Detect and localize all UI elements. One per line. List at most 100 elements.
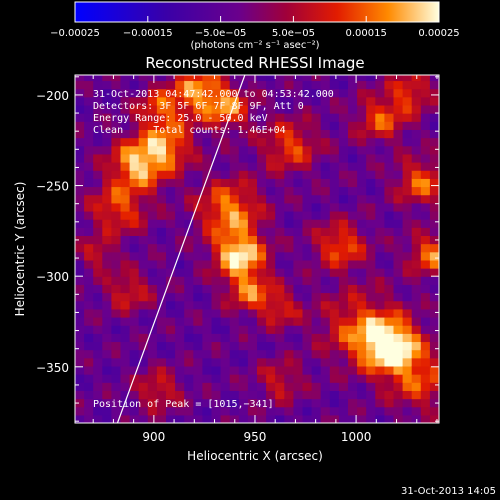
- heatmap-cell: [302, 170, 313, 179]
- heatmap-cell: [93, 406, 103, 416]
- heatmap-cell: [348, 349, 358, 359]
- heatmap-cell: [257, 308, 267, 318]
- heatmap-cell: [311, 284, 322, 294]
- heatmap-cell: [211, 227, 222, 237]
- heatmap-cell: [275, 162, 285, 171]
- heatmap-cell: [229, 292, 240, 302]
- heatmap-cell: [257, 414, 267, 423]
- heatmap-cell: [429, 341, 439, 351]
- heatmap-cell: [111, 341, 122, 351]
- heatmap-cell: [257, 178, 267, 188]
- heatmap-cell: [420, 357, 431, 367]
- heatmap-cell: [411, 121, 422, 130]
- heatmap-cell: [329, 113, 340, 122]
- heatmap-cell: [257, 186, 267, 196]
- heatmap-cell: [348, 300, 358, 310]
- heatmap-cell: [102, 202, 112, 212]
- heatmap-cell: [411, 390, 422, 400]
- heatmap-cell: [229, 243, 240, 253]
- heatmap-cell: [111, 268, 122, 277]
- heatmap-cell: [411, 259, 422, 269]
- heatmap-cell: [147, 104, 158, 114]
- heatmap-cell: [275, 398, 285, 408]
- heatmap-cell: [120, 178, 131, 188]
- heatmap-cell: [357, 268, 367, 277]
- heatmap-cell: [138, 390, 149, 400]
- heatmap-cell: [247, 308, 258, 318]
- heatmap-cell: [329, 333, 340, 343]
- heatmap-cell: [111, 178, 122, 188]
- heatmap-cell: [348, 153, 358, 163]
- heatmap-cell: [156, 406, 167, 416]
- heatmap-cell: [102, 341, 112, 351]
- heatmap-cell: [93, 186, 103, 196]
- heatmap-cell: [357, 292, 367, 302]
- heatmap-cell: [175, 202, 185, 212]
- colorbar-unit-label: (photons cm⁻² s⁻¹ asec⁻²): [190, 40, 319, 51]
- heatmap-cell: [429, 113, 439, 122]
- heatmap-cell: [93, 398, 103, 408]
- heatmap-cell: [338, 243, 349, 253]
- heatmap-cell: [202, 268, 213, 277]
- heatmap-cell: [193, 243, 203, 253]
- heatmap-cell: [357, 251, 367, 261]
- heatmap-cell: [284, 96, 294, 106]
- heatmap-cell: [247, 75, 258, 82]
- heatmap-cell: [93, 276, 103, 285]
- heatmap-cell: [266, 88, 276, 98]
- heatmap-cell: [138, 137, 149, 147]
- heatmap-cell: [138, 382, 149, 391]
- heatmap-cell: [411, 227, 422, 237]
- heatmap-cell: [338, 129, 349, 139]
- heatmap-cell: [102, 170, 112, 179]
- heatmap-cell: [420, 113, 431, 122]
- heatmap-cell: [393, 251, 404, 261]
- x-axis-label: Heliocentric X (arcsec): [187, 449, 323, 463]
- heatmap-cell: [193, 268, 203, 277]
- heatmap-cell: [111, 365, 122, 375]
- heatmap-cell: [384, 357, 395, 367]
- heatmap-cell: [147, 235, 158, 245]
- heatmap-cell: [156, 145, 167, 155]
- heatmap-cell: [357, 374, 367, 383]
- heatmap-cell: [211, 129, 222, 139]
- heatmap-cell: [348, 382, 358, 391]
- heatmap-cell: [320, 235, 331, 245]
- heatmap-cell: [357, 390, 367, 400]
- heatmap-cell: [402, 194, 413, 204]
- heatmap-cell: [102, 210, 112, 220]
- heatmap-cell: [402, 153, 413, 163]
- heatmap-cell: [138, 129, 149, 139]
- heatmap-cell: [166, 75, 176, 82]
- heatmap-cell: [247, 300, 258, 310]
- heatmap-cell: [275, 137, 285, 147]
- heatmap-cell: [238, 300, 249, 310]
- heatmap-cell: [202, 398, 213, 408]
- heatmap-cell: [75, 210, 85, 220]
- peak-position-label: Position of Peak = [1015,−341]: [93, 399, 274, 410]
- heatmap-cell: [429, 365, 439, 375]
- heatmap-cell: [366, 75, 376, 82]
- heatmap-cell: [357, 113, 367, 122]
- heatmap-cell: [184, 292, 194, 302]
- heatmap-cell: [366, 121, 376, 130]
- heatmap-cell: [293, 243, 304, 253]
- heatmap-cell: [238, 341, 249, 351]
- heatmap-cell: [402, 276, 413, 285]
- heatmap-cell: [366, 129, 376, 139]
- heatmap-cell: [429, 219, 439, 228]
- heatmap-cell: [229, 194, 240, 204]
- heatmap-cell: [402, 219, 413, 228]
- heatmap-cell: [156, 153, 167, 163]
- heatmap-cell: [75, 104, 85, 114]
- heatmap-cell: [320, 145, 331, 155]
- heatmap-cell: [93, 202, 103, 212]
- heatmap-cell: [147, 178, 158, 188]
- heatmap-cell: [366, 398, 376, 408]
- heatmap-cell: [357, 325, 367, 334]
- heatmap-cell: [257, 153, 267, 163]
- heatmap-cell: [420, 406, 431, 416]
- heatmap-cell: [229, 137, 240, 147]
- heatmap-cell: [411, 357, 422, 367]
